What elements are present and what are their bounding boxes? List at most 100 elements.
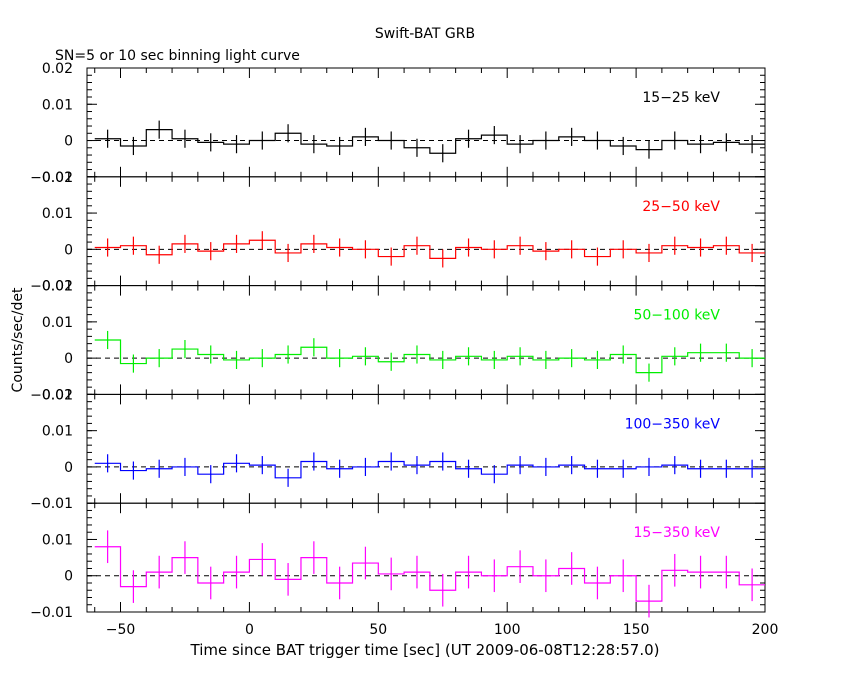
data-point xyxy=(313,143,315,145)
data-point xyxy=(751,252,753,254)
data-point xyxy=(106,545,109,548)
data-point xyxy=(132,585,135,588)
data-point xyxy=(209,353,212,356)
data-point xyxy=(493,574,496,577)
data-point xyxy=(184,556,186,559)
y-tick-label: −0.01 xyxy=(30,279,73,295)
panel-frame xyxy=(86,67,766,178)
data-point xyxy=(467,571,470,573)
data-point xyxy=(725,141,728,144)
data-point xyxy=(545,250,547,252)
data-point xyxy=(519,143,521,145)
x-tick-label: −50 xyxy=(106,622,136,638)
data-point xyxy=(622,574,625,577)
data-point xyxy=(545,139,547,142)
data-point xyxy=(235,462,238,465)
data-point xyxy=(235,359,238,361)
y-tick-label: 0 xyxy=(64,460,73,476)
data-point xyxy=(235,243,238,245)
data-point xyxy=(416,571,418,573)
data-point xyxy=(132,244,135,247)
data-point xyxy=(648,252,650,254)
series-step-line xyxy=(94,129,765,154)
data-point xyxy=(519,355,521,358)
panel-frame xyxy=(86,502,766,613)
panels-group: −0.01 0 0.01 0.02 15−25 keV −0.01 0 0.01 0.02 25−… xyxy=(30,61,778,638)
data-point xyxy=(699,351,702,354)
data-point xyxy=(699,571,702,573)
x-tick-label: 200 xyxy=(752,622,779,638)
y-tick-label: 0 xyxy=(64,351,73,367)
data-point xyxy=(699,143,702,145)
data-point xyxy=(751,357,753,359)
data-point xyxy=(416,146,418,149)
data-point xyxy=(338,145,341,147)
data-point xyxy=(648,600,650,602)
data-point xyxy=(106,246,109,249)
data-point xyxy=(416,244,418,247)
data-point xyxy=(261,558,264,561)
data-point xyxy=(338,467,341,470)
data-point xyxy=(467,246,470,249)
y-tick-label: −0.01 xyxy=(30,387,73,403)
x-tick-label: 100 xyxy=(494,622,521,638)
data-point xyxy=(673,464,676,466)
data-point xyxy=(287,132,289,135)
data-point xyxy=(570,136,573,138)
data-point xyxy=(493,359,496,361)
series-step-line xyxy=(94,546,765,602)
data-point xyxy=(390,360,392,363)
data-point xyxy=(673,244,676,247)
data-point xyxy=(313,346,315,349)
data-point xyxy=(364,136,367,138)
y-tick-label: 0.02 xyxy=(42,170,73,186)
x-tick-label: 50 xyxy=(369,622,387,638)
y-tick-label: 0.02 xyxy=(42,387,73,403)
data-point xyxy=(158,253,160,256)
data-point xyxy=(751,467,753,470)
data-point xyxy=(390,460,392,463)
y-tick-label: 0 xyxy=(64,134,73,150)
data-point xyxy=(725,571,728,573)
data-point xyxy=(261,139,264,142)
data-point xyxy=(725,467,728,470)
data-point xyxy=(184,466,186,468)
data-point xyxy=(596,467,599,470)
y-tick-label: 0.01 xyxy=(42,532,73,548)
data-point xyxy=(364,562,367,564)
data-point xyxy=(209,473,212,475)
data-point xyxy=(648,466,650,468)
panel-1: −0.01 0 0.01 0.02 15−25 keV xyxy=(30,61,766,186)
band-label: 100−350 keV xyxy=(625,416,721,432)
data-point xyxy=(132,469,135,472)
data-point xyxy=(673,355,676,358)
data-point xyxy=(570,567,573,570)
data-point xyxy=(622,467,625,470)
data-point xyxy=(467,137,470,140)
data-point xyxy=(725,351,728,354)
data-point xyxy=(287,578,289,581)
x-tick-label: 150 xyxy=(623,622,650,638)
data-point xyxy=(673,569,676,572)
data-point xyxy=(390,573,392,575)
data-point xyxy=(364,355,367,358)
data-point xyxy=(261,357,264,359)
data-point xyxy=(648,148,650,151)
y-tick-label: 0.01 xyxy=(42,315,73,331)
data-point xyxy=(545,574,547,577)
data-point xyxy=(132,362,135,365)
data-point xyxy=(467,355,470,358)
data-point xyxy=(416,353,418,356)
data-point xyxy=(622,145,625,147)
chart-title: Swift-BAT GRB xyxy=(375,26,475,42)
data-point xyxy=(313,460,315,463)
data-point xyxy=(648,371,650,374)
data-point xyxy=(441,460,444,463)
data-point xyxy=(596,359,599,361)
x-tick-label: 0 xyxy=(245,622,254,638)
data-point xyxy=(158,571,160,573)
data-point xyxy=(106,137,109,140)
data-point xyxy=(519,244,521,247)
panel-frame xyxy=(86,393,766,504)
data-point xyxy=(364,466,367,468)
